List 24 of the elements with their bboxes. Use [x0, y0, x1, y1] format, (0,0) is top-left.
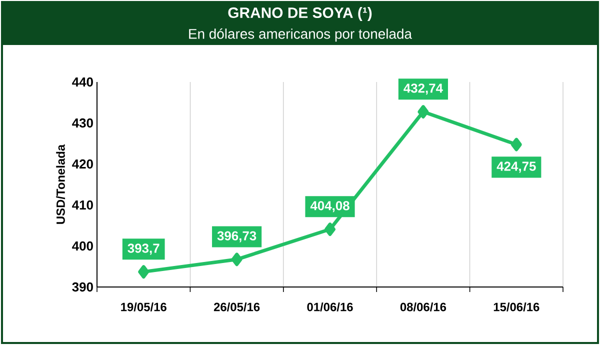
x-tick-label: 08/06/16 — [400, 302, 446, 312]
data-label: 393,7 — [128, 244, 160, 255]
y-tick-label: 400 — [72, 241, 93, 251]
x-tick-label: 01/06/16 — [307, 302, 353, 312]
y-tick-label: 420 — [72, 159, 93, 169]
data-label: 432,74 — [404, 84, 443, 95]
point — [510, 138, 522, 152]
y-tick-label: 440 — [72, 77, 93, 87]
y-tick-label: 410 — [72, 200, 93, 210]
point — [138, 265, 150, 279]
point — [324, 222, 336, 236]
x-tick-label: 15/06/16 — [494, 302, 540, 312]
y-axis-title: USD/Tonelada — [56, 144, 66, 224]
x-tick-label: 26/05/16 — [214, 302, 260, 312]
point — [418, 105, 429, 118]
y-tick-label: 390 — [72, 282, 93, 292]
data-label: 404,08 — [310, 201, 350, 212]
data-label: 424,75 — [496, 162, 536, 173]
point — [231, 252, 242, 266]
chart-title: GRANO DE SOYA (¹) — [228, 7, 372, 21]
chart-subtitle: En dólares americanos por tonelada — [189, 28, 412, 42]
data-label: 396,73 — [217, 231, 256, 242]
x-tick-label: 19/05/16 — [121, 302, 166, 312]
y-tick-label: 430 — [72, 118, 93, 128]
